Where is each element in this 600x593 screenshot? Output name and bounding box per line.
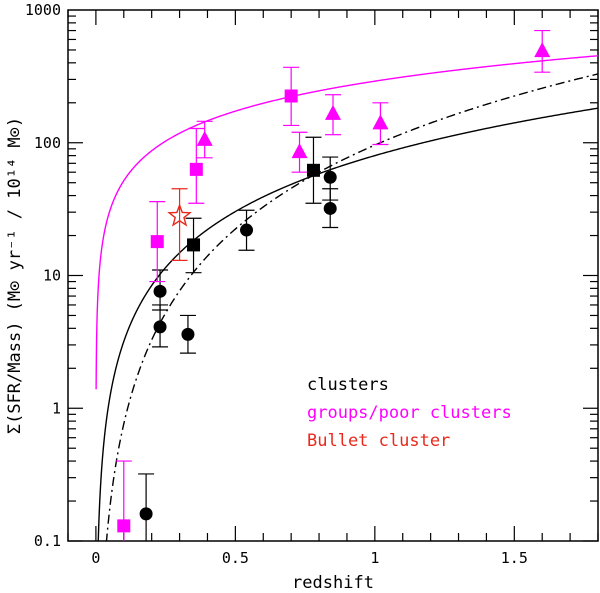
legend-entry-clusters: clusters [307,375,389,395]
fit-curve-0 [95,55,598,390]
data-point-square [117,519,131,533]
fit-curve-2 [105,73,598,541]
data-point-triangle [291,143,308,159]
data-point-triangle [325,104,341,120]
data-point-circle [153,284,167,298]
x-tick-label: 1.5 [501,549,528,567]
data-point-triangle [534,42,551,58]
x-tick-label: 1 [370,549,379,567]
data-markers [117,42,551,533]
data-point-square [284,89,298,103]
data-point-circle [323,201,337,215]
legend-entry-bullet: Bullet cluster [307,431,450,451]
legend: clusters groups/poor clusters Bullet clu… [307,375,512,451]
y-tick-label: 10 [43,267,61,285]
data-point-circle [181,327,195,341]
data-point-circle [240,223,254,237]
data-point-triangle [372,114,389,130]
fit-curve-1 [97,107,598,541]
data-point-circle [323,170,337,184]
curves-layer [95,55,598,541]
data-point-square [187,238,201,252]
y-tick-label: 1 [52,399,61,417]
data-point-circle [153,320,167,334]
x-tick-label: 0.5 [222,549,249,567]
axis-ticks [67,10,599,542]
y-axis-title: Σ(SFR/Mass) (M⊙ yr⁻¹ / 10¹⁴ M⊙) [5,117,25,434]
axis-tick-labels: 0 0.5 1 1.5 0.1 1 10 100 1000 [25,1,528,567]
x-axis-title: redshift [292,573,374,593]
data-point-star [167,203,192,227]
data-point-square [189,162,203,176]
data-point-square [150,235,164,249]
data-point-circle [139,507,153,521]
data-point-triangle [196,130,213,146]
y-tick-label: 100 [34,134,61,152]
legend-entry-groups: groups/poor clusters [307,403,512,423]
plot-frame [67,9,599,542]
y-tick-label: 0.1 [34,532,61,550]
y-tick-label: 1000 [25,1,61,19]
x-tick-label: 0 [91,549,100,567]
data-point-square [306,163,320,177]
